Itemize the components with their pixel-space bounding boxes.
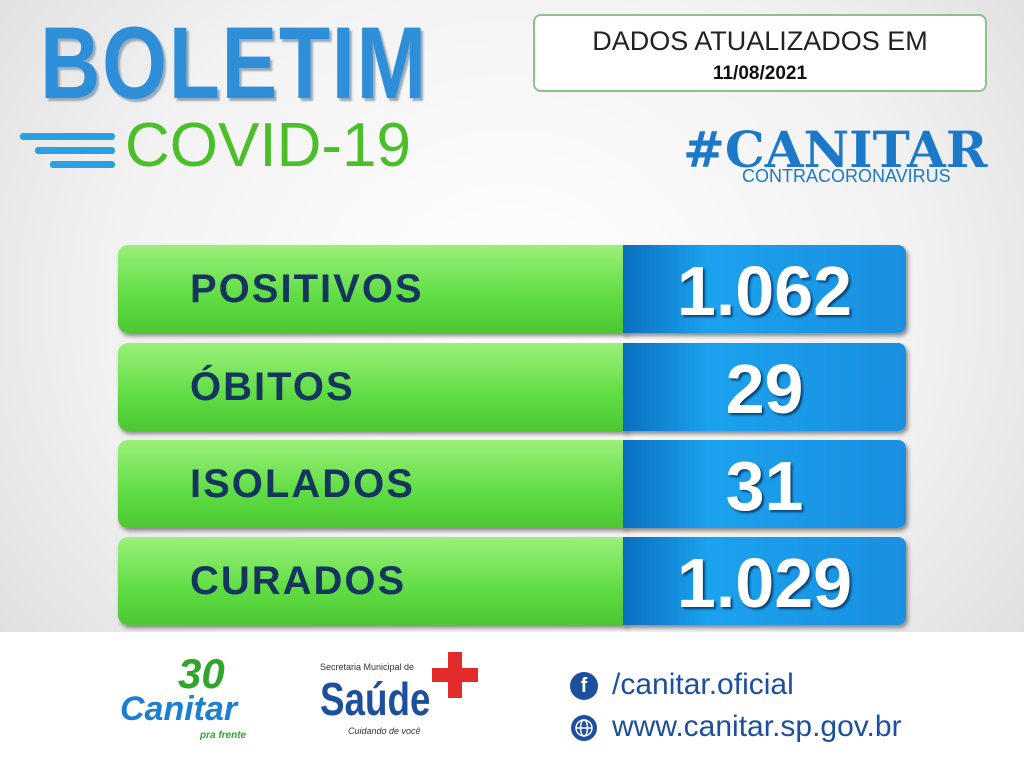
row-value: 29: [725, 350, 804, 428]
row-value-cell: 29: [623, 343, 906, 431]
update-box: DADOS ATUALIZADOS EM 11/08/2021: [533, 14, 987, 92]
health-name: Saúde: [320, 673, 431, 725]
table-row: CURADOS 1.029: [118, 537, 906, 625]
row-label-cell: POSITIVOS: [118, 245, 628, 333]
row-label-cell: ÓBITOS: [118, 343, 628, 431]
facebook: /canitar.oficial: [612, 668, 794, 701]
health-slogan: Cuidando de você: [348, 726, 421, 736]
subtitle: COVID-19: [125, 111, 411, 180]
row-label: ISOLADOS: [190, 462, 415, 506]
row-label-cell: CURADOS: [118, 537, 628, 625]
footer: 30 Canitar pra frente Secretaria Municip…: [0, 632, 1024, 759]
title: BOLETIM: [40, 6, 428, 120]
logo-number: 30: [178, 650, 225, 697]
decor: [20, 133, 115, 140]
health-dept: Secretaria Municipal de: [320, 662, 415, 672]
row-value-cell: 1.062: [623, 245, 906, 333]
row-value: 1.029: [676, 544, 853, 622]
row-label: POSITIVOS: [190, 267, 424, 311]
row-value-cell: 31: [623, 440, 906, 528]
row-value: 1.062: [676, 252, 853, 330]
decor: [35, 147, 115, 154]
row-label: ÓBITOS: [190, 365, 355, 409]
hashtag-sub: CONTRACORONAVIRUS: [742, 166, 951, 186]
row-value-cell: 1.029: [623, 537, 906, 625]
globe-icon: [571, 715, 597, 741]
logo-slogan: pra frente: [200, 730, 247, 741]
logo-name: Canitar: [120, 690, 238, 728]
health-cross: [432, 652, 478, 698]
decor: [50, 161, 115, 168]
website: www.canitar.sp.gov.br: [612, 710, 902, 743]
facebook-icon: f: [570, 672, 598, 700]
table-row: ÓBITOS 29: [118, 343, 906, 431]
update-label: DADOS ATUALIZADOS EM: [592, 26, 928, 56]
row-label: CURADOS: [190, 559, 407, 603]
row-value: 31: [725, 447, 804, 525]
hashtag: #CANITAR: [683, 120, 988, 179]
row-label-cell: ISOLADOS: [118, 440, 628, 528]
table-row: POSITIVOS 1.062: [118, 245, 906, 333]
table-row: ISOLADOS 31: [118, 440, 906, 528]
update-date: 11/08/2021: [712, 63, 808, 84]
